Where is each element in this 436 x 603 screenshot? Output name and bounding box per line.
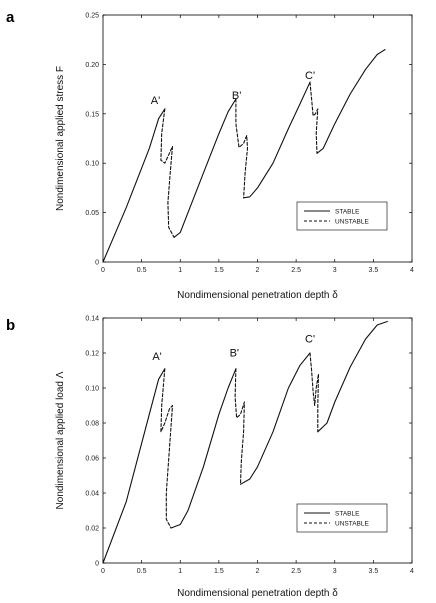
- series-unstable-segment-b-0: [160, 368, 174, 529]
- legend-label-b-0: STABLE: [335, 510, 360, 517]
- y-tick-label-b-1: 0.02: [85, 526, 99, 533]
- y-tick-label-a-2: 0.10: [85, 161, 99, 168]
- y-tick-label-a-3: 0.15: [85, 111, 99, 118]
- y-axis-title-a: Nondimensional applied stress F: [55, 66, 66, 211]
- legend-box-a: [296, 201, 388, 231]
- series-stable-segment-b-2: [239, 352, 311, 485]
- x-tick-label-a-1: 0.5: [137, 267, 147, 274]
- series-stable-segment-b-3: [317, 320, 388, 433]
- x-axis-title-b: Nondimensional penetration depth δ: [177, 588, 338, 599]
- x-tick-label-b-5: 2.5: [291, 568, 301, 575]
- x-tick-label-a-6: 3: [333, 267, 337, 274]
- series-stable-segment-b-1: [170, 368, 237, 529]
- y-tick-label-b-7: 0.14: [85, 316, 99, 323]
- series-unstable-segment-a-0: [160, 108, 175, 238]
- legend-label-a-1: UNSTABLE: [335, 218, 369, 225]
- x-tick-label-b-7: 3.5: [369, 568, 379, 575]
- x-axis-title-a: Nondimensional penetration depth δ: [177, 290, 338, 301]
- series-unstable-segment-b-1: [234, 368, 245, 485]
- panel-letter-b: b: [6, 317, 15, 334]
- y-tick-label-b-0: 0: [95, 561, 99, 568]
- annotation-a-2: C': [305, 70, 315, 82]
- panel-letter-a: a: [6, 9, 15, 26]
- legend-b: STABLE UNSTABLE: [296, 503, 388, 533]
- annotation-a-1: B': [232, 90, 241, 102]
- x-tick-label-b-8: 4: [410, 568, 414, 575]
- y-tick-label-b-3: 0.06: [85, 456, 99, 463]
- y-tick-label-b-4: 0.08: [85, 421, 99, 428]
- series-stable-segment-b-0: [102, 368, 166, 564]
- y-tick-label-a-0: 0: [95, 260, 99, 267]
- x-tick-label-b-3: 1.5: [214, 568, 224, 575]
- annotation-b-0: A': [152, 351, 161, 363]
- series-stable-segment-a-1: [173, 98, 237, 238]
- x-tick-label-a-7: 3.5: [369, 267, 379, 274]
- chart-panel-a: 0 0.5 1 1.5 2 2.5 3 3.5 4 0 0.05 0.10 0.15 0.20 0.25 No…: [6, 9, 414, 301]
- x-tick-label-a-8: 4: [410, 267, 414, 274]
- x-tick-label-b-4: 2: [256, 568, 260, 575]
- annotation-b-2: C': [305, 334, 315, 346]
- series-unstable-segment-b-2: [309, 352, 320, 433]
- x-tick-label-a-3: 1.5: [214, 267, 224, 274]
- x-tick-label-a-5: 2.5: [291, 267, 301, 274]
- annotation-b-1: B': [230, 348, 239, 360]
- y-tick-label-b-6: 0.12: [85, 351, 99, 358]
- series-unstable-segment-a-2: [309, 81, 319, 154]
- y-tick-label-b-5: 0.10: [85, 386, 99, 393]
- x-tick-label-b-2: 1: [178, 568, 182, 575]
- legend-a: STABLE UNSTABLE: [296, 201, 388, 231]
- x-tick-label-a-4: 2: [256, 267, 260, 274]
- chart-panel-b: 0 0.5 1 1.5 2 2.5 3 3.5 4 0 0.02 0.04 0.06 0.08 0.10 0.…: [6, 316, 414, 600]
- annotation-a-0: A': [151, 95, 160, 107]
- x-tick-label-b-1: 0.5: [137, 568, 147, 575]
- series-stable-segment-a-3: [316, 49, 386, 154]
- x-tick-label-b-6: 3: [333, 568, 337, 575]
- y-tick-label-a-4: 0.20: [85, 62, 99, 69]
- series-stable-segment-a-2: [243, 81, 311, 199]
- x-tick-label-a-2: 1: [178, 267, 182, 274]
- legend-label-b-1: UNSTABLE: [335, 520, 369, 527]
- x-tick-label-a-0: 0: [101, 267, 105, 274]
- legend-box-b: [296, 503, 388, 533]
- y-tick-label-a-5: 0.25: [85, 13, 99, 20]
- y-tick-label-b-2: 0.04: [85, 491, 99, 498]
- series-stable-segment-a-0: [102, 108, 166, 263]
- x-tick-label-b-0: 0: [101, 568, 105, 575]
- y-axis-title-b: Nondimensional applied load Λ: [55, 371, 66, 509]
- series-unstable-segment-a-1: [235, 98, 249, 199]
- y-tick-label-a-1: 0.05: [85, 210, 99, 217]
- legend-label-a-0: STABLE: [335, 208, 360, 215]
